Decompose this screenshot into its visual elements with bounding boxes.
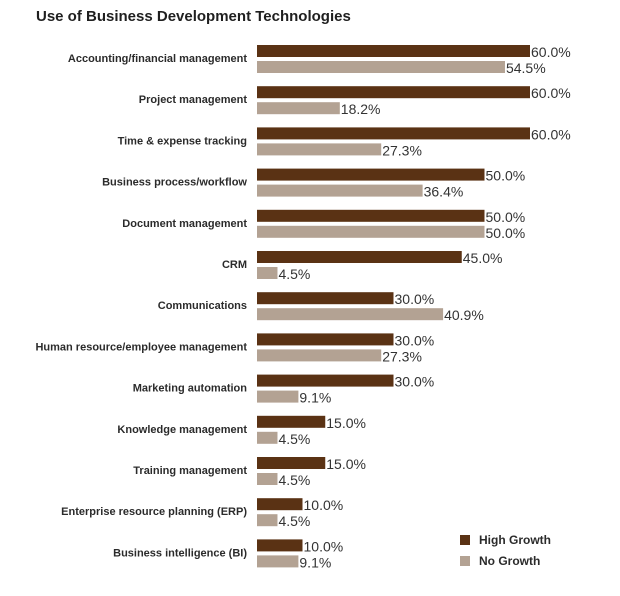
bar-high-growth-business-intelligence-bi [257,539,303,552]
bar-high-growth-human-resource-employee-management [257,333,394,346]
category-label-time-expense-tracking: Time & expense tracking [118,135,247,147]
legend-swatch-no-growth [460,556,470,566]
bar-no-growth-knowledge-management [257,431,278,444]
value-label-high-growth-time-expense-tracking: 60.0% [531,126,571,142]
bar-no-growth-marketing-automation [257,390,299,403]
bar-no-growth-business-intelligence-bi [257,555,299,568]
bar-high-growth-crm [257,251,462,263]
value-label-no-growth-business-intelligence-bi: 9.1% [299,554,331,570]
value-label-high-growth-document-management: 50.0% [486,209,526,225]
category-label-marketing-automation: Marketing automation [133,383,248,395]
category-label-crm: CRM [222,259,247,271]
value-label-high-growth-enterprise-resource-planning-erp: 10.0% [304,497,344,513]
bar-no-growth-communications [257,308,444,321]
legend-label-high-growth: High Growth [479,533,551,547]
bar-no-growth-enterprise-resource-planning-erp [257,514,278,527]
value-label-no-growth-marketing-automation: 9.1% [299,390,331,406]
value-label-high-growth-business-intelligence-bi: 10.0% [304,538,344,554]
legend-label-no-growth: No Growth [479,554,540,568]
value-label-high-growth-knowledge-management: 15.0% [326,415,366,431]
bar-no-growth-human-resource-employee-management [257,349,382,362]
value-label-no-growth-time-expense-tracking: 27.3% [382,142,422,158]
value-label-no-growth-communications: 40.9% [444,307,484,323]
value-label-no-growth-enterprise-resource-planning-erp: 4.5% [278,513,310,529]
category-label-human-resource-employee-management: Human resource/employee management [35,341,247,353]
bar-high-growth-marketing-automation [257,374,394,387]
category-label-knowledge-management: Knowledge management [117,424,247,436]
value-label-no-growth-business-process-workflow: 36.4% [424,184,464,200]
value-label-high-growth-marketing-automation: 30.0% [395,374,435,390]
category-label-business-intelligence-bi: Business intelligence (BI) [113,547,247,559]
bar-high-growth-enterprise-resource-planning-erp [257,498,303,511]
bar-no-growth-time-expense-tracking [257,143,382,156]
category-label-training-management: Training management [133,465,247,477]
value-label-high-growth-communications: 30.0% [395,291,435,307]
value-label-no-growth-crm: 4.5% [278,266,310,282]
bar-high-growth-accounting-financial-management [257,45,530,57]
legend: High Growth No Growth [460,533,551,568]
bar-no-growth-accounting-financial-management [257,61,505,73]
bar-high-growth-document-management [257,209,485,222]
category-label-communications: Communications [158,300,247,312]
value-label-no-growth-accounting-financial-management: 54.5% [506,60,546,76]
value-label-high-growth-business-process-workflow: 50.0% [486,168,526,184]
bar-high-growth-training-management [257,457,326,469]
value-label-high-growth-project-management: 60.0% [531,85,571,101]
bar-no-growth-training-management [257,473,278,485]
legend-swatch-high-growth [460,535,470,545]
value-label-high-growth-accounting-financial-management: 60.0% [531,44,571,60]
bars-group: Accounting/financial management 60.0%54.5… [35,44,570,570]
value-label-no-growth-project-management: 18.2% [341,101,381,117]
bar-high-growth-knowledge-management [257,415,326,428]
bar-high-growth-communications [257,292,394,305]
category-label-enterprise-resource-planning-erp: Enterprise resource planning (ERP) [61,506,247,518]
category-label-document-management: Document management [122,218,247,230]
category-label-project-management: Project management [139,94,248,106]
value-label-no-growth-human-resource-employee-management: 27.3% [382,348,422,364]
value-label-no-growth-training-management: 4.5% [278,472,310,488]
value-label-no-growth-document-management: 50.0% [486,225,526,241]
bar-no-growth-business-process-workflow [257,184,423,197]
value-label-high-growth-human-resource-employee-management: 30.0% [395,332,435,348]
bar-no-growth-project-management [257,102,340,115]
value-label-no-growth-knowledge-management: 4.5% [278,431,310,447]
category-label-accounting-financial-management: Accounting/financial management [68,53,247,65]
value-label-high-growth-training-management: 15.0% [326,456,366,472]
bar-no-growth-crm [257,267,278,279]
bar-high-growth-time-expense-tracking [257,127,530,140]
chart-title: Use of Business Development Technologies [36,8,351,25]
category-label-business-process-workflow: Business process/workflow [102,177,247,189]
bar-high-growth-project-management [257,86,530,99]
value-label-high-growth-crm: 45.0% [463,250,503,266]
bar-high-growth-business-process-workflow [257,168,485,181]
bar-no-growth-document-management [257,225,485,238]
